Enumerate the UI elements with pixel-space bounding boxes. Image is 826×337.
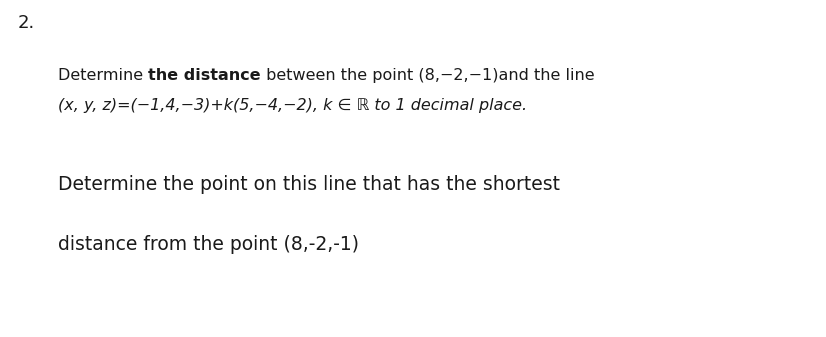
Text: between the point (8,−2,−1)and the line: between the point (8,−2,−1)and the line <box>261 68 595 83</box>
Text: (x, y, z)=(−1,4,−3)+k(5,−4,−2), k ∈ ℝ to 1 decimal place.: (x, y, z)=(−1,4,−3)+k(5,−4,−2), k ∈ ℝ to… <box>58 98 527 113</box>
Text: distance from the point (8,-2,-1): distance from the point (8,-2,-1) <box>58 235 359 254</box>
Text: Determine: Determine <box>58 68 148 83</box>
Text: the distance: the distance <box>148 68 261 83</box>
Text: 2.: 2. <box>18 14 36 32</box>
Text: Determine the point on this line that has the shortest: Determine the point on this line that ha… <box>58 175 560 194</box>
